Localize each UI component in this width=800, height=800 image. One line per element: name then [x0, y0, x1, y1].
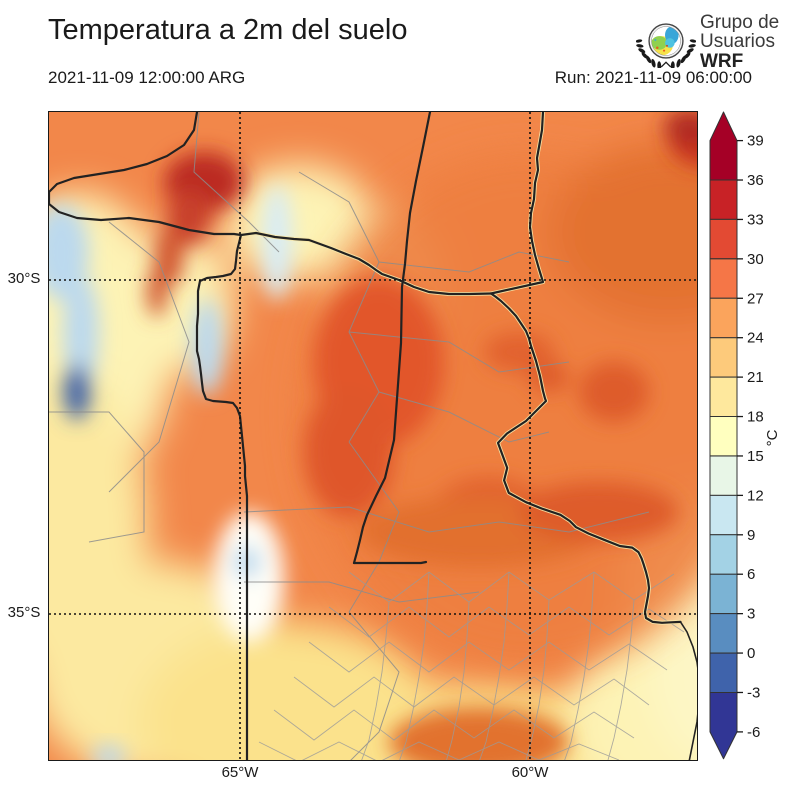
svg-text:9: 9	[747, 527, 755, 544]
svg-text:33: 33	[747, 211, 764, 228]
svg-text:18: 18	[747, 409, 764, 426]
svg-text:21: 21	[747, 369, 764, 386]
svg-text:15: 15	[747, 448, 764, 465]
svg-text:24: 24	[747, 330, 764, 347]
svg-text:-6: -6	[747, 724, 760, 741]
svg-text:0: 0	[747, 645, 755, 662]
svg-text:6: 6	[747, 566, 755, 583]
svg-text:39: 39	[747, 133, 764, 150]
svg-text:-3: -3	[747, 685, 760, 702]
svg-text:°C: °C	[764, 429, 781, 446]
svg-text:3: 3	[747, 606, 755, 623]
svg-text:12: 12	[747, 487, 764, 504]
svg-text:30: 30	[747, 251, 764, 268]
svg-text:27: 27	[747, 290, 764, 307]
svg-text:36: 36	[747, 172, 764, 189]
